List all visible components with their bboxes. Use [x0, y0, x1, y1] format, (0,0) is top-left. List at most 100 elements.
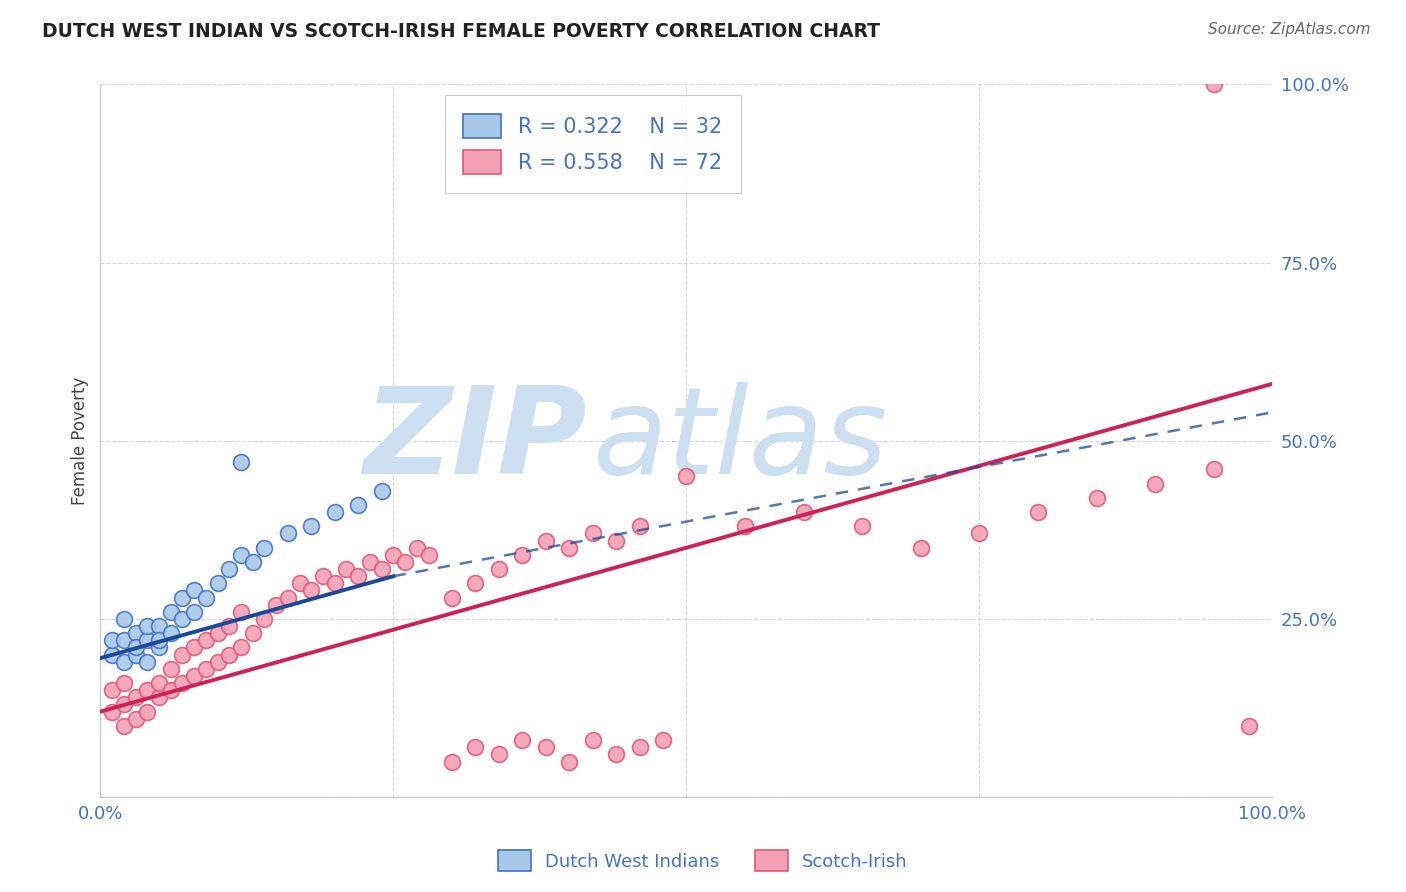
Point	[405, 541, 427, 555]
Point	[207, 576, 229, 591]
Point	[194, 633, 217, 648]
Point	[124, 712, 146, 726]
Point	[277, 526, 299, 541]
Point	[207, 626, 229, 640]
Point	[136, 655, 159, 669]
Point	[229, 640, 252, 655]
Point	[136, 619, 159, 633]
Point	[558, 541, 581, 555]
Point	[675, 469, 697, 483]
Point	[148, 619, 170, 633]
Point	[218, 562, 240, 576]
Point	[1237, 719, 1260, 733]
Point	[112, 612, 135, 626]
Point	[172, 648, 194, 662]
Point	[288, 576, 311, 591]
Point	[464, 576, 486, 591]
Legend: R = 0.322    N = 32, R = 0.558    N = 72: R = 0.322 N = 32, R = 0.558 N = 72	[444, 95, 741, 193]
Point	[124, 626, 146, 640]
Point	[112, 655, 135, 669]
Point	[148, 633, 170, 648]
Point	[229, 605, 252, 619]
Point	[101, 633, 124, 648]
Point	[253, 612, 276, 626]
Point	[242, 626, 264, 640]
Text: atlas: atlas	[593, 383, 889, 500]
Point	[910, 541, 932, 555]
Point	[112, 719, 135, 733]
Point	[112, 676, 135, 690]
Point	[299, 519, 322, 533]
Point	[112, 633, 135, 648]
Point	[628, 740, 651, 755]
Point	[253, 541, 276, 555]
Point	[159, 626, 181, 640]
Point	[605, 747, 627, 762]
Point	[359, 555, 381, 569]
Point	[347, 569, 370, 583]
Point	[124, 640, 146, 655]
Point	[148, 690, 170, 705]
Point	[124, 690, 146, 705]
Point	[112, 698, 135, 712]
Point	[277, 591, 299, 605]
Point	[347, 498, 370, 512]
Point	[136, 683, 159, 698]
Point	[264, 598, 287, 612]
Point	[136, 633, 159, 648]
Point	[734, 519, 756, 533]
Point	[652, 733, 675, 747]
Legend: Dutch West Indians, Scotch-Irish: Dutch West Indians, Scotch-Irish	[491, 843, 915, 879]
Point	[172, 676, 194, 690]
Point	[851, 519, 873, 533]
Point	[1026, 505, 1049, 519]
Point	[136, 705, 159, 719]
Text: DUTCH WEST INDIAN VS SCOTCH-IRISH FEMALE POVERTY CORRELATION CHART: DUTCH WEST INDIAN VS SCOTCH-IRISH FEMALE…	[42, 22, 880, 41]
Point	[183, 583, 205, 598]
Point	[335, 562, 357, 576]
Point	[218, 619, 240, 633]
Point	[323, 505, 346, 519]
Point	[312, 569, 335, 583]
Point	[229, 455, 252, 469]
Y-axis label: Female Poverty: Female Poverty	[72, 376, 89, 505]
Point	[1202, 78, 1225, 92]
Point	[172, 591, 194, 605]
Point	[159, 605, 181, 619]
Point	[159, 683, 181, 698]
Text: Source: ZipAtlas.com: Source: ZipAtlas.com	[1208, 22, 1371, 37]
Point	[194, 591, 217, 605]
Point	[124, 648, 146, 662]
Point	[605, 533, 627, 548]
Point	[464, 740, 486, 755]
Point	[793, 505, 815, 519]
Point	[370, 483, 392, 498]
Point	[1144, 476, 1167, 491]
Point	[510, 733, 533, 747]
Point	[101, 648, 124, 662]
Text: ZIP: ZIP	[363, 383, 586, 500]
Point	[299, 583, 322, 598]
Point	[159, 662, 181, 676]
Point	[1085, 491, 1108, 505]
Point	[242, 555, 264, 569]
Point	[558, 755, 581, 769]
Point	[1202, 462, 1225, 476]
Point	[101, 705, 124, 719]
Point	[218, 648, 240, 662]
Point	[183, 605, 205, 619]
Point	[183, 669, 205, 683]
Point	[148, 640, 170, 655]
Point	[440, 591, 463, 605]
Point	[488, 562, 510, 576]
Point	[229, 548, 252, 562]
Point	[440, 755, 463, 769]
Point	[628, 519, 651, 533]
Point	[101, 683, 124, 698]
Point	[207, 655, 229, 669]
Point	[148, 676, 170, 690]
Point	[582, 526, 605, 541]
Point	[194, 662, 217, 676]
Point	[969, 526, 991, 541]
Point	[418, 548, 440, 562]
